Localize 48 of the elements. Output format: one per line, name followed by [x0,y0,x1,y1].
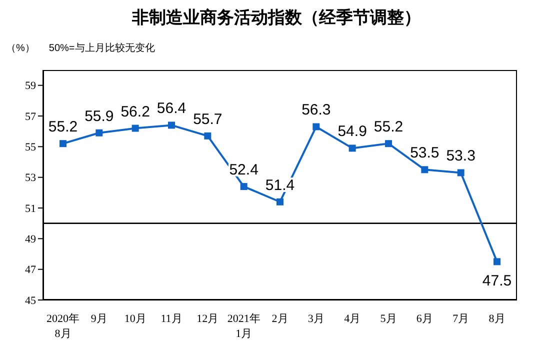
y-tick-label: 47 [25,264,36,276]
data-label: 54.9 [338,123,367,140]
x-tick-label: 3月 [308,313,324,325]
x-tick-label: 2021年 1月 [227,313,260,340]
point [60,140,66,148]
x-tick-label: 9月 [90,313,108,325]
point [494,258,500,266]
point [132,124,139,132]
data-label: 55.9 [84,108,114,125]
point [385,140,392,148]
x-tick-label: 10月 [124,313,146,325]
chart-title: 非制造业商务活动指数（经季节调整） [131,7,422,29]
x-tick-label: 4月 [344,313,361,325]
x-tick-label: 8月 [488,313,506,325]
x-tick-label: 12月 [196,313,219,325]
x-tick-label: 5月 [380,313,397,325]
point [168,122,175,129]
x-tick-label: 7月 [452,313,470,325]
data-label: 56.3 [302,102,331,119]
text: 50%=与上月比较无变化 [48,42,155,55]
x-tick-label: 2月 [272,313,288,325]
point [421,166,428,174]
data-label: 47.5 [482,272,512,290]
text: （%） [6,42,35,55]
y-tick-label: 53 [25,172,36,184]
y-tick-label: 57 [25,110,36,123]
point [457,169,464,176]
point [204,132,212,140]
data-label: 53.5 [410,144,440,162]
point [240,183,248,190]
y-tick-label: 59 [25,80,36,92]
x-tick-label: 6月 [416,313,433,325]
y-tick-label: 55 [25,142,36,154]
x-tick-label: 2020年 8月 [46,313,80,340]
data-label: 55.7 [193,110,222,128]
point [96,129,103,136]
data-label: 55.2 [374,118,404,136]
point [348,144,356,152]
x-tick-label: 11月 [160,313,182,325]
point [276,198,284,206]
point [312,123,320,130]
data-label: 56.2 [120,103,150,120]
data-label: 53.3 [446,148,476,165]
data-label: 56.4 [156,100,186,118]
y-tick-label: 49 [25,234,36,246]
y-tick-label: 45 [25,294,36,307]
data-label: 55.2 [48,118,78,136]
y-tick-label: 51 [25,202,36,215]
